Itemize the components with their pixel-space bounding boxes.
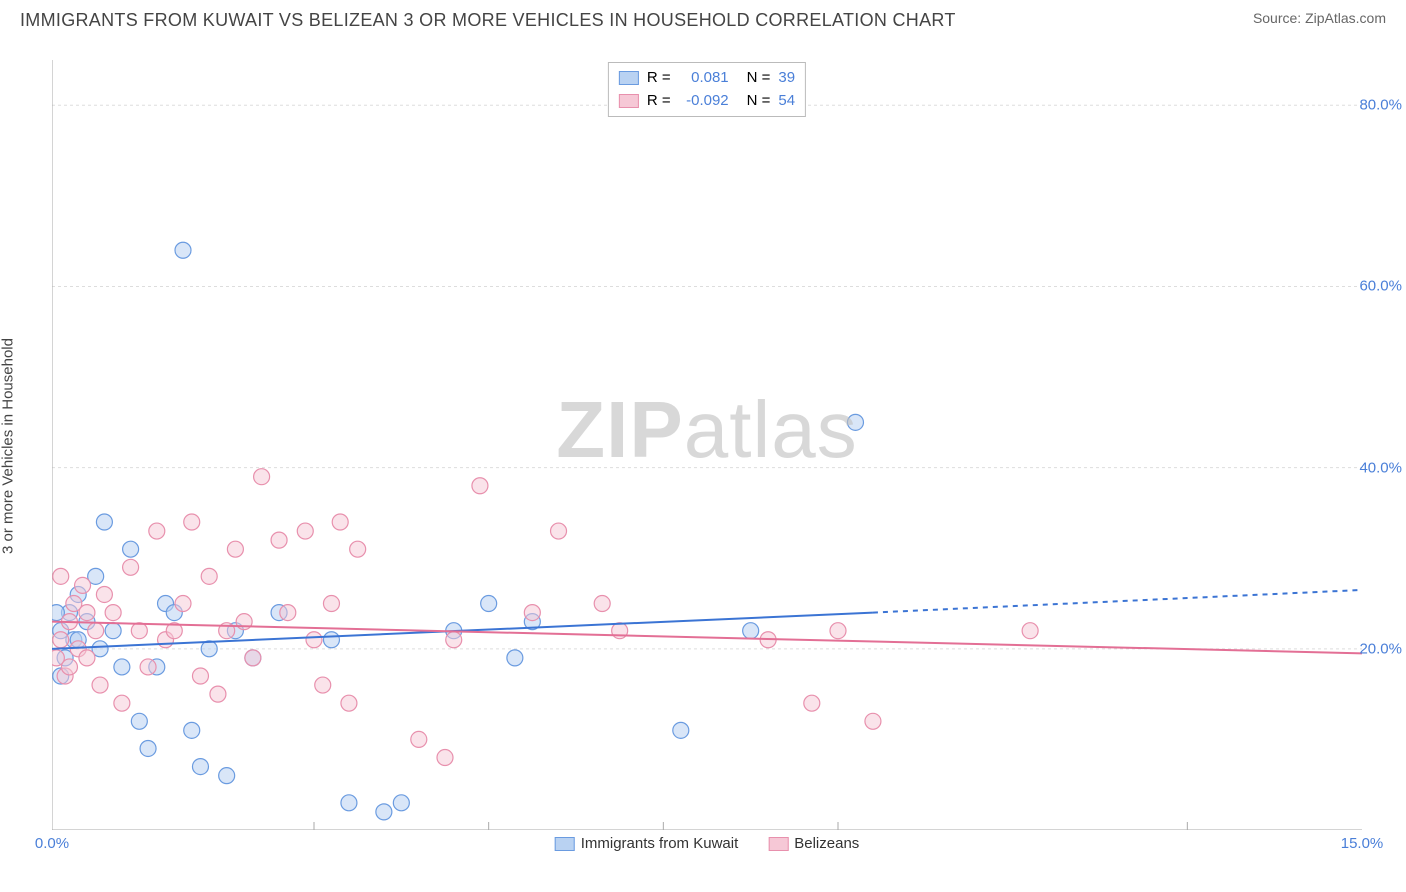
legend-n-label: N = [747,90,771,113]
legend-top-row: R = 0.081 N = 39 [619,67,795,90]
legend-top: R = 0.081 N = 39 R = -0.092 N = 54 [608,62,806,117]
y-tick-label: 80.0% [1359,97,1402,114]
legend-n-value: 39 [778,67,795,90]
chart-source: Source: ZipAtlas.com [1253,10,1386,26]
legend-swatch [555,837,575,851]
legend-n-value: 54 [778,90,795,113]
chart-title: IMMIGRANTS FROM KUWAIT VS BELIZEAN 3 OR … [20,10,956,31]
x-tick-label: 0.0% [35,835,69,852]
chart-area: ZIPatlas R =0.081N =39R =-0.092N =54 Imm… [52,60,1362,830]
legend-r-label: R = [647,90,671,113]
legend-r-label: R = [647,67,671,90]
legend-bottom: Immigrants from Kuwait Belizeans [555,835,860,852]
y-tick-label: 40.0% [1359,459,1402,476]
legend-bottom-item: Immigrants from Kuwait [555,835,739,852]
legend-label: Immigrants from Kuwait [581,835,739,852]
x-tick-label: 15.0% [1341,835,1384,852]
legend-top-row: R = -0.092 N = 54 [619,90,795,113]
y-axis-label: 3 or more Vehicles in Household [0,338,17,554]
legend-swatch [619,94,639,108]
legend-r-value: 0.081 [679,67,729,90]
legend-swatch [619,71,639,85]
legend-bottom-item: Belizeans [768,835,859,852]
legend-label: Belizeans [794,835,859,852]
legend-n-label: N = [747,67,771,90]
y-tick-label: 60.0% [1359,278,1402,295]
legend-swatch [768,837,788,851]
scatter-plot [52,60,1362,830]
y-tick-label: 20.0% [1359,640,1402,657]
legend-r-value: -0.092 [679,90,729,113]
